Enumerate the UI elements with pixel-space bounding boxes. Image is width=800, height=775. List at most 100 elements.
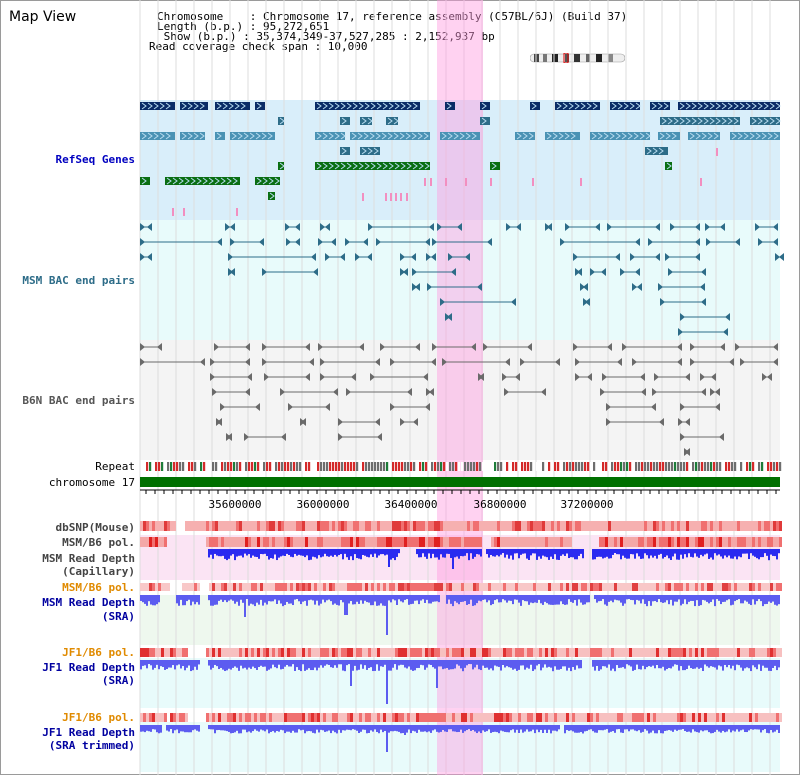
heat-cell xyxy=(620,648,623,657)
b6n-bac-track[interactable] xyxy=(140,343,778,456)
depth-bar xyxy=(362,549,364,555)
heat-cell xyxy=(371,713,374,722)
heat-cell xyxy=(491,583,494,591)
depth-bar xyxy=(776,549,778,560)
depth-bar xyxy=(348,725,350,730)
heat-cell xyxy=(449,521,452,531)
depth-bar xyxy=(530,725,532,732)
end-left xyxy=(632,358,637,366)
depth-bar xyxy=(340,549,342,555)
heat-cell xyxy=(188,521,191,531)
depth-bar xyxy=(718,725,720,732)
depth-bar xyxy=(408,660,410,667)
heat-cell xyxy=(233,648,236,657)
heat-cell xyxy=(770,583,773,591)
heat-cell xyxy=(362,521,365,531)
depth-bar xyxy=(648,725,650,734)
msm-bac-track[interactable] xyxy=(140,223,784,336)
depth-bar xyxy=(356,595,358,602)
highlight-region[interactable] xyxy=(437,0,483,775)
depth-bar xyxy=(672,549,674,557)
heat-cell xyxy=(719,521,722,531)
depth-bar xyxy=(578,725,580,733)
heat-cell xyxy=(287,648,290,657)
depth-bar xyxy=(264,725,266,732)
heat-cell xyxy=(143,583,146,591)
heat-cell xyxy=(743,713,746,722)
depth-bar xyxy=(400,725,402,734)
depth-bar xyxy=(262,595,264,606)
repeat-segment xyxy=(302,462,305,471)
depth-bar xyxy=(336,725,338,734)
depth-bar xyxy=(472,725,474,731)
depth-bar xyxy=(638,549,640,557)
gene-block xyxy=(678,102,780,110)
heat-cell xyxy=(509,713,512,722)
depth-bar xyxy=(766,660,768,668)
end-right xyxy=(583,283,588,291)
depth-bar xyxy=(354,660,356,666)
repeat-segment xyxy=(551,462,554,471)
depth-bar xyxy=(702,549,704,557)
repeat-segment xyxy=(473,462,476,471)
heat-tracks[interactable] xyxy=(140,521,782,722)
heat-cell xyxy=(677,537,680,547)
end-right xyxy=(247,373,252,381)
heat-cell xyxy=(419,713,422,722)
heat-cell xyxy=(755,537,758,547)
depth-bar xyxy=(302,549,304,556)
depth-bar xyxy=(426,595,428,600)
end-left xyxy=(338,418,343,426)
depth-bar xyxy=(420,725,422,732)
strand-arrow xyxy=(731,132,737,140)
depth-bar xyxy=(398,725,400,732)
heat-cell xyxy=(776,521,779,531)
strand-arrow xyxy=(328,162,334,170)
refseq-genes-track[interactable] xyxy=(140,102,781,216)
repeat-segment xyxy=(383,462,386,471)
heat-cell xyxy=(737,537,740,547)
depth-bar xyxy=(440,549,442,555)
bac-end-pair xyxy=(380,343,420,351)
depth-bar xyxy=(296,549,298,556)
depth-bar xyxy=(732,725,734,731)
heat-cell xyxy=(293,713,296,722)
depth-bar xyxy=(494,595,496,601)
heat-cell xyxy=(482,583,485,591)
repeat-segment xyxy=(494,462,497,471)
heat-cell xyxy=(596,521,599,531)
depth-bar xyxy=(288,660,290,667)
end-left xyxy=(286,238,291,246)
heat-cell xyxy=(329,648,332,657)
strand-arrow xyxy=(370,102,376,110)
depth-bar xyxy=(220,660,222,668)
gene-block xyxy=(268,192,275,200)
depth-bar xyxy=(430,595,432,604)
refseq-gene xyxy=(278,117,285,125)
label-msm-depth-sra: MSM Read Depth xyxy=(42,596,135,609)
depth-bar xyxy=(586,725,588,731)
chromosome-bar[interactable] xyxy=(140,477,780,487)
depth-bar xyxy=(570,725,572,731)
depth-tracks[interactable] xyxy=(140,549,780,752)
heat-cell xyxy=(722,713,725,722)
strand-arrow xyxy=(357,132,363,140)
repeat-track[interactable] xyxy=(146,462,782,471)
depth-bar xyxy=(402,660,404,665)
heat-cell xyxy=(350,583,353,591)
label-refseq-genes: RefSeq Genes xyxy=(55,153,135,166)
repeat-segment xyxy=(770,462,773,471)
depth-bar xyxy=(372,595,374,606)
depth-bar xyxy=(264,595,266,603)
heat-cell xyxy=(737,648,740,657)
depth-bar xyxy=(608,660,610,665)
heat-cell xyxy=(707,713,710,722)
heat-cell xyxy=(758,648,761,657)
depth-bar xyxy=(516,595,518,600)
depth-bar xyxy=(570,660,572,672)
depth-bar xyxy=(322,660,324,668)
bac-end-pair xyxy=(602,373,645,381)
heat-cell xyxy=(239,537,242,547)
heat-cell xyxy=(245,713,248,722)
